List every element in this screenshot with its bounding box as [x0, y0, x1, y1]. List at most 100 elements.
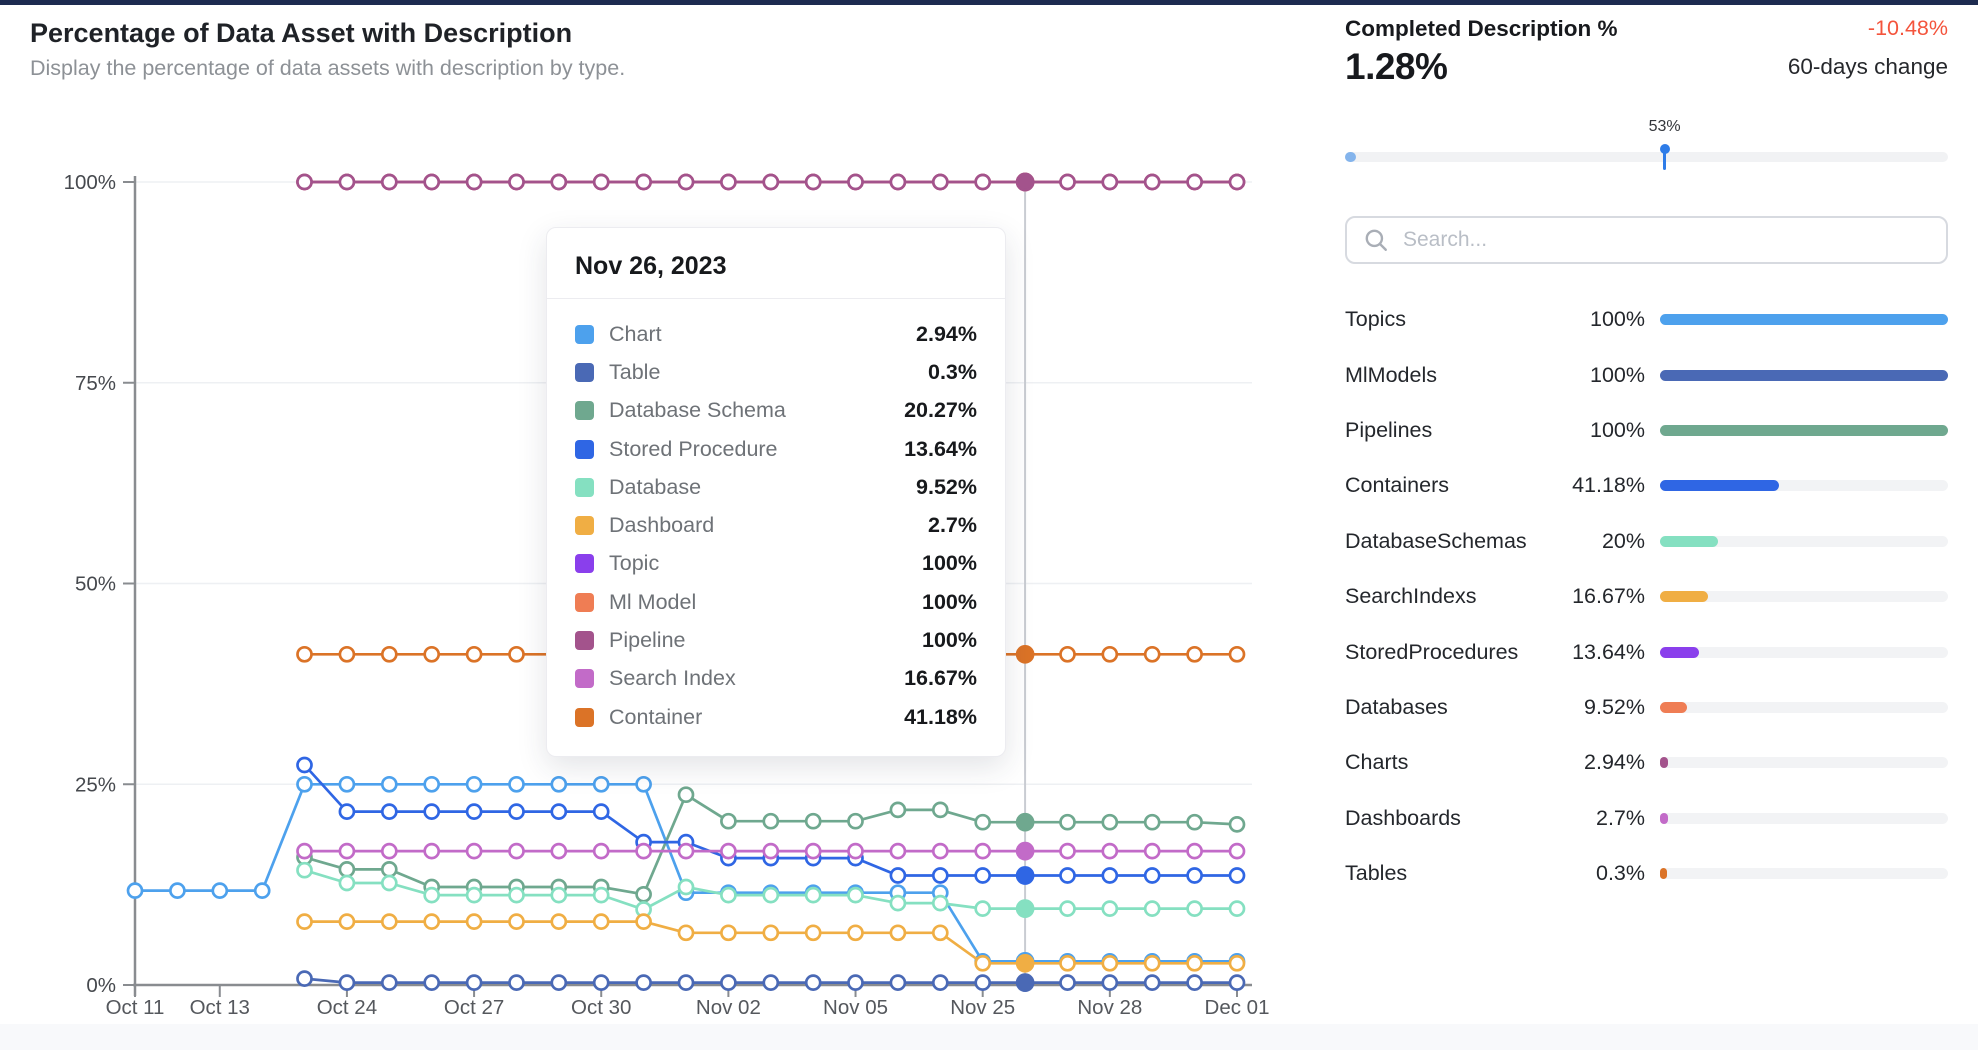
asset-type-row[interactable]: Dashboards 2.7% [1345, 791, 1948, 846]
data-point-marker[interactable] [338, 775, 356, 793]
data-point-marker[interactable] [1228, 867, 1246, 884]
data-point-marker[interactable] [889, 842, 907, 860]
data-point-marker[interactable] [720, 842, 737, 860]
data-point-marker[interactable] [592, 842, 610, 860]
asset-type-row[interactable]: StoredProcedures 13.64% [1345, 624, 1948, 679]
data-point-marker[interactable] [465, 645, 483, 663]
data-point-marker[interactable] [169, 882, 186, 899]
data-point-marker[interactable] [380, 803, 398, 820]
data-point-marker[interactable] [1059, 813, 1076, 831]
data-point-marker[interactable] [296, 645, 313, 663]
slider-pin-handle[interactable] [1659, 144, 1670, 170]
data-point-marker[interactable] [253, 882, 271, 899]
asset-type-row[interactable]: Topics 100% [1345, 292, 1948, 347]
line-chart[interactable]: 0% 25% 50% 75% 100% Oct 11 Oct 13 Oct 24 Oct 27 O… [0, 0, 1270, 1050]
data-point-marker[interactable] [804, 886, 822, 904]
search-input[interactable] [1401, 227, 1930, 253]
data-point-marker[interactable] [126, 882, 144, 899]
data-point-marker[interactable] [508, 842, 525, 860]
data-point-marker[interactable] [508, 173, 525, 191]
data-point-marker[interactable] [974, 900, 992, 917]
data-point-marker[interactable] [889, 867, 907, 884]
data-point-marker[interactable] [296, 173, 313, 191]
data-point-marker[interactable] [847, 812, 864, 830]
data-point-marker[interactable] [338, 645, 356, 663]
data-point-marker[interactable] [550, 886, 568, 904]
data-point-marker[interactable] [804, 173, 822, 191]
data-point-marker[interactable] [931, 867, 949, 884]
data-point-marker[interactable] [1059, 954, 1076, 972]
data-point-marker[interactable] [931, 924, 949, 942]
data-point-marker[interactable] [423, 645, 441, 663]
data-point-marker[interactable] [1143, 900, 1161, 917]
data-point-marker[interactable] [465, 775, 483, 793]
data-point-marker[interactable] [677, 173, 695, 191]
data-point-marker[interactable] [338, 913, 356, 930]
data-point-marker[interactable] [1101, 645, 1119, 663]
data-point-marker[interactable] [804, 842, 822, 860]
data-point-marker[interactable] [1059, 900, 1076, 917]
data-point-marker[interactable] [974, 974, 992, 991]
data-point-marker[interactable] [380, 874, 398, 892]
data-point-marker[interactable] [889, 801, 907, 819]
data-point-marker[interactable] [931, 173, 949, 191]
data-point-marker[interactable] [762, 886, 780, 904]
data-point-marker[interactable] [1143, 954, 1161, 972]
data-point-marker[interactable] [931, 842, 949, 860]
asset-type-row[interactable]: Containers 41.18% [1345, 458, 1948, 513]
highlighted-data-point[interactable] [1015, 841, 1035, 861]
data-point-marker[interactable] [423, 173, 441, 191]
highlighted-data-point[interactable] [1015, 812, 1035, 832]
data-point-marker[interactable] [974, 842, 992, 860]
data-point-marker[interactable] [847, 173, 864, 191]
data-point-marker[interactable] [550, 913, 568, 930]
data-point-marker[interactable] [508, 886, 525, 904]
highlighted-data-point[interactable] [1015, 644, 1035, 664]
data-point-marker[interactable] [1059, 867, 1076, 884]
data-point-marker[interactable] [974, 954, 992, 972]
data-point-marker[interactable] [677, 842, 695, 860]
data-point-marker[interactable] [635, 775, 652, 793]
data-point-marker[interactable] [1186, 813, 1203, 831]
asset-type-row[interactable]: MlModels 100% [1345, 347, 1948, 402]
data-point-marker[interactable] [931, 801, 949, 819]
data-point-marker[interactable] [720, 173, 737, 191]
data-point-marker[interactable] [847, 886, 864, 904]
data-point-marker[interactable] [592, 173, 610, 191]
data-point-marker[interactable] [508, 974, 525, 991]
data-point-marker[interactable] [804, 812, 822, 830]
data-point-marker[interactable] [1101, 813, 1119, 831]
data-point-marker[interactable] [1143, 813, 1161, 831]
data-point-marker[interactable] [974, 867, 992, 884]
data-point-marker[interactable] [465, 974, 483, 991]
threshold-slider-track[interactable] [1345, 144, 1948, 170]
data-point-marker[interactable] [635, 913, 652, 930]
data-point-marker[interactable] [296, 913, 313, 930]
data-point-marker[interactable] [974, 173, 992, 191]
data-point-marker[interactable] [380, 173, 398, 191]
data-point-marker[interactable] [720, 974, 737, 991]
data-point-marker[interactable] [592, 775, 610, 793]
data-point-marker[interactable] [380, 645, 398, 663]
data-point-marker[interactable] [847, 924, 864, 942]
data-point-marker[interactable] [720, 924, 737, 942]
data-point-marker[interactable] [338, 874, 356, 892]
data-point-marker[interactable] [1228, 645, 1246, 663]
data-point-marker[interactable] [1228, 954, 1246, 972]
data-point-marker[interactable] [1101, 173, 1119, 191]
data-point-marker[interactable] [1186, 974, 1203, 991]
data-point-marker[interactable] [550, 775, 568, 793]
data-point-marker[interactable] [380, 974, 398, 991]
data-point-marker[interactable] [338, 803, 356, 820]
data-point-marker[interactable] [592, 803, 610, 820]
data-point-marker[interactable] [889, 974, 907, 991]
data-point-marker[interactable] [1143, 173, 1161, 191]
data-point-marker[interactable] [1143, 842, 1161, 860]
highlighted-data-point[interactable] [1015, 899, 1035, 918]
data-point-marker[interactable] [296, 970, 313, 987]
asset-type-row[interactable]: SearchIndexs 16.67% [1345, 569, 1948, 624]
data-point-marker[interactable] [677, 924, 695, 942]
highlighted-data-point[interactable] [1015, 953, 1035, 973]
highlighted-data-point[interactable] [1015, 973, 1035, 992]
data-point-marker[interactable] [889, 894, 907, 912]
